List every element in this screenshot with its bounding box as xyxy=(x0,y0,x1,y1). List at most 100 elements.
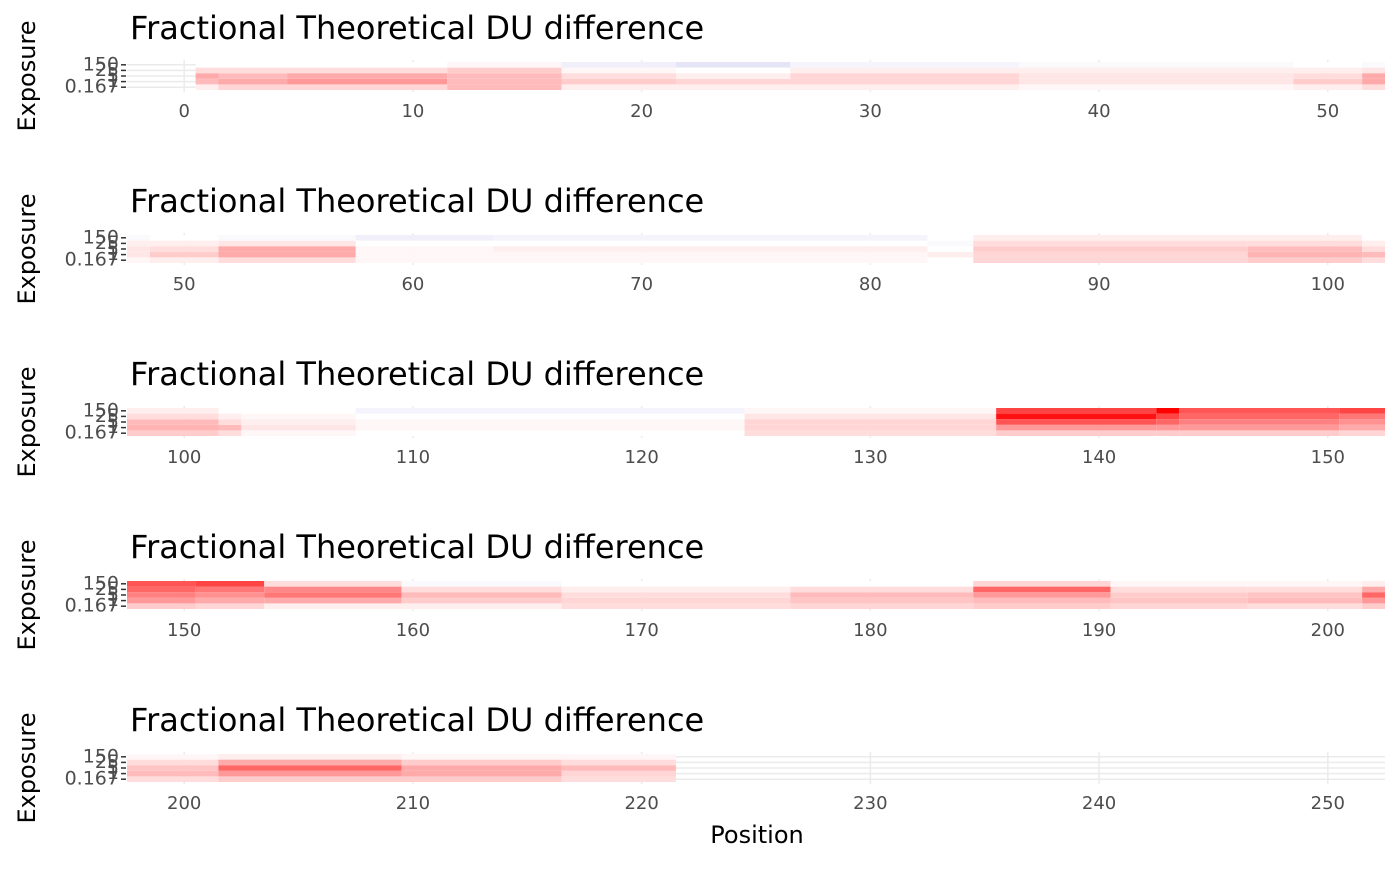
x-tick-label: 180 xyxy=(853,620,887,641)
cell xyxy=(561,597,791,604)
cell xyxy=(1362,62,1385,68)
cell xyxy=(149,235,219,241)
cell xyxy=(401,765,562,771)
cell xyxy=(127,754,219,760)
cell xyxy=(927,257,974,263)
cells xyxy=(127,581,1385,609)
cell xyxy=(1362,597,1385,604)
cell xyxy=(218,770,402,777)
cell xyxy=(355,413,745,420)
cell xyxy=(218,84,288,90)
cell xyxy=(264,581,402,587)
cell xyxy=(127,413,219,420)
cell xyxy=(1339,413,1385,420)
cells xyxy=(127,235,1400,263)
cell xyxy=(927,246,974,252)
cell xyxy=(264,586,402,593)
cell xyxy=(790,586,974,593)
y-tick-label: 0.167 xyxy=(65,76,119,98)
cell xyxy=(241,413,356,420)
cell xyxy=(561,67,676,74)
cell xyxy=(1362,586,1385,593)
cell xyxy=(447,67,562,74)
cell xyxy=(561,581,791,587)
cell xyxy=(996,424,1157,431)
x-tick-label: 200 xyxy=(1311,620,1345,641)
cell xyxy=(492,251,928,258)
cell xyxy=(149,257,219,263)
cell xyxy=(1385,257,1400,263)
cell xyxy=(1385,241,1400,247)
cell xyxy=(195,62,219,68)
cell xyxy=(447,84,562,90)
cell xyxy=(127,770,219,777)
cell xyxy=(1179,430,1340,436)
cell xyxy=(195,603,265,609)
cell xyxy=(401,586,562,593)
cell xyxy=(1247,246,1363,252)
cell xyxy=(1362,603,1385,609)
cell xyxy=(401,770,562,777)
y-tick-label: 25 xyxy=(95,232,119,254)
y-tick-label: 1 xyxy=(107,589,119,611)
cell xyxy=(218,754,402,760)
cell xyxy=(401,754,562,760)
cell xyxy=(127,408,219,414)
panel-title: Fractional Theoretical DU difference xyxy=(130,9,704,47)
cell xyxy=(1156,430,1180,436)
cell xyxy=(1247,251,1363,258)
cells xyxy=(195,62,1385,90)
cell xyxy=(561,592,791,598)
cell xyxy=(195,586,265,593)
x-tick-label: 50 xyxy=(1316,101,1339,122)
cell xyxy=(561,586,791,593)
x-tick-label: 150 xyxy=(1311,447,1345,468)
y-tick-label: 25 xyxy=(95,578,119,600)
y-tick-label: 150 xyxy=(83,745,119,767)
y-tick-label: 25 xyxy=(95,59,119,81)
cell xyxy=(790,597,974,604)
cell xyxy=(492,240,928,247)
y-axis-label: Exposure xyxy=(13,20,41,131)
cell xyxy=(287,84,448,90)
cell xyxy=(1362,592,1385,598)
y-tick-label: 0.167 xyxy=(65,422,119,444)
cell xyxy=(355,430,745,436)
cell xyxy=(744,419,997,425)
x-tick-label: 120 xyxy=(624,447,658,468)
cell xyxy=(149,251,219,258)
x-tick-label: 100 xyxy=(1311,274,1345,295)
cell xyxy=(1179,419,1340,425)
cell xyxy=(127,776,219,782)
y-axis-label: Exposure xyxy=(13,193,41,304)
panel-title: Fractional Theoretical DU difference xyxy=(130,701,704,739)
cell xyxy=(675,73,791,79)
cell xyxy=(1019,78,1294,85)
cell xyxy=(195,73,219,79)
cell xyxy=(401,759,562,766)
cell xyxy=(744,424,997,431)
cell xyxy=(127,257,150,263)
cell xyxy=(218,257,356,263)
cell xyxy=(401,776,562,782)
cell xyxy=(355,240,493,247)
cell xyxy=(287,67,448,74)
cell xyxy=(561,754,676,760)
y-tick-label: 5 xyxy=(107,65,119,87)
cell xyxy=(1362,257,1385,263)
cell xyxy=(195,592,265,598)
cell xyxy=(218,765,402,771)
cell xyxy=(355,235,493,241)
y-tick-label: 5 xyxy=(107,757,119,779)
cell xyxy=(1247,603,1363,609)
y-tick-label: 5 xyxy=(107,238,119,260)
cell xyxy=(790,84,1020,90)
cell xyxy=(1247,592,1363,598)
cell xyxy=(744,413,997,420)
cell xyxy=(790,78,1020,85)
cell xyxy=(1362,73,1385,79)
x-tick-label: 100 xyxy=(167,447,201,468)
cell xyxy=(195,597,265,604)
x-tick-label: 50 xyxy=(173,274,196,295)
cell xyxy=(790,73,1020,79)
